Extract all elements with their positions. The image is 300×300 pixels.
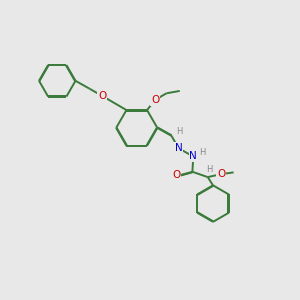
Text: H: H <box>206 165 212 174</box>
Text: O: O <box>151 95 159 105</box>
Text: O: O <box>98 91 106 101</box>
Text: H: H <box>199 148 205 158</box>
Text: N: N <box>189 152 197 161</box>
Text: H: H <box>176 127 182 136</box>
Text: O: O <box>217 169 225 179</box>
Text: O: O <box>172 170 181 180</box>
Text: N: N <box>175 143 182 153</box>
